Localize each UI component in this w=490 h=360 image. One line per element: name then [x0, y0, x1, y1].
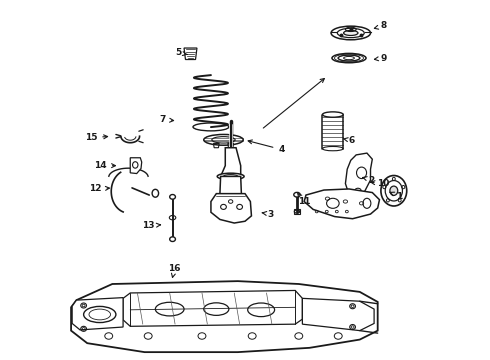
Polygon shape	[220, 148, 241, 176]
Text: 16: 16	[168, 265, 181, 278]
Text: 11: 11	[298, 193, 311, 206]
Text: 12: 12	[89, 184, 109, 193]
Polygon shape	[211, 194, 251, 223]
Ellipse shape	[390, 186, 398, 195]
Text: 3: 3	[262, 210, 274, 219]
Text: 10: 10	[371, 179, 390, 188]
Polygon shape	[302, 298, 374, 330]
Polygon shape	[72, 298, 123, 330]
Text: 6: 6	[343, 136, 355, 145]
Text: 15: 15	[85, 133, 108, 142]
Text: 8: 8	[374, 21, 387, 30]
Polygon shape	[123, 291, 302, 326]
Text: 7: 7	[160, 115, 173, 124]
Ellipse shape	[322, 112, 343, 117]
Text: 9: 9	[374, 54, 387, 63]
Ellipse shape	[294, 192, 300, 197]
Polygon shape	[130, 158, 142, 174]
Text: 2: 2	[363, 176, 375, 185]
Polygon shape	[71, 281, 378, 352]
Polygon shape	[345, 153, 372, 198]
Ellipse shape	[170, 194, 175, 199]
Polygon shape	[304, 189, 379, 219]
Ellipse shape	[170, 237, 175, 242]
Text: 14: 14	[94, 161, 116, 170]
Ellipse shape	[217, 173, 244, 180]
Polygon shape	[220, 176, 242, 194]
Text: 5: 5	[175, 48, 187, 57]
Text: 13: 13	[142, 221, 161, 230]
Text: 1: 1	[390, 192, 402, 201]
Ellipse shape	[343, 31, 358, 36]
Text: 4: 4	[248, 140, 285, 154]
